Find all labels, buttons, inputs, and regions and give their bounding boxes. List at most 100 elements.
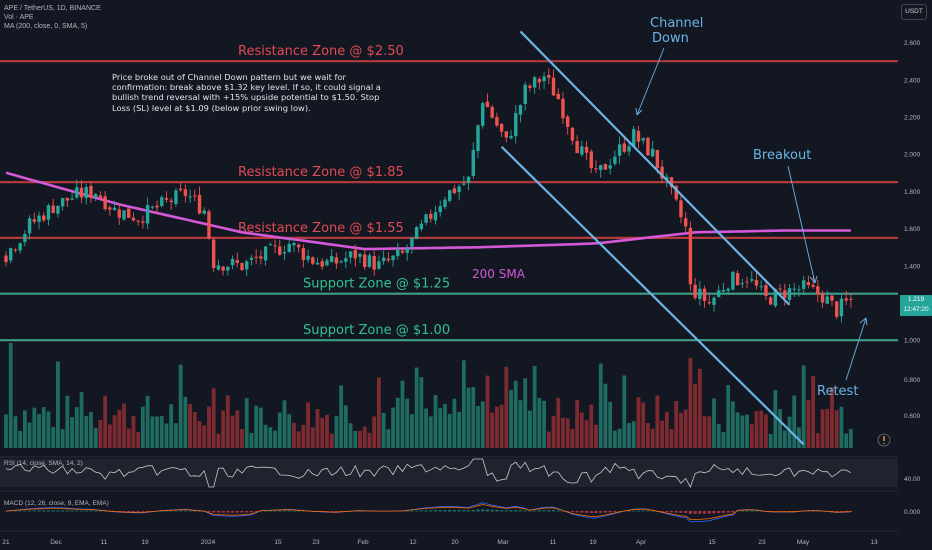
macd-histogram-bar <box>264 510 268 512</box>
candle-body <box>131 217 136 221</box>
macd-histogram-bar <box>136 511 140 512</box>
retest-label: Retest <box>817 384 858 399</box>
volume-bar <box>697 368 702 448</box>
candle-body <box>32 219 37 222</box>
macd-histogram-bar <box>268 510 272 512</box>
macd-histogram-bar <box>169 510 173 512</box>
macd-histogram-bar <box>684 511 688 513</box>
candle-body <box>740 283 745 285</box>
macd-histogram-bar <box>301 510 305 512</box>
candle-body <box>108 207 112 210</box>
last-price: 1.219 <box>907 296 925 303</box>
volume-bar <box>230 415 235 448</box>
macd-histogram-bar <box>297 510 301 512</box>
candle-body <box>608 165 612 169</box>
macd-histogram-bar <box>287 510 291 512</box>
volume-bar <box>419 377 424 448</box>
macd-histogram-bar <box>594 511 598 513</box>
x-tick-label: 21 <box>2 539 10 546</box>
volume-bar <box>782 430 787 448</box>
breakout-arrow <box>787 165 816 284</box>
volume-bar <box>844 433 849 448</box>
volume-bar <box>122 403 126 448</box>
retest-arrowhead <box>859 317 868 326</box>
volume-bar <box>8 343 13 448</box>
volume-bar <box>93 427 98 448</box>
volume-bar <box>674 400 679 448</box>
candle-body <box>160 197 164 206</box>
candle-body <box>141 221 145 223</box>
volume-bar <box>249 433 254 448</box>
volume-bar <box>820 409 825 448</box>
candle-body <box>514 113 518 137</box>
macd-histogram-bar <box>462 510 466 512</box>
volume-bar <box>797 427 801 448</box>
analysis-note: Price broke out of Channel Down pattern … <box>112 72 381 113</box>
macd-histogram-bar <box>636 510 641 512</box>
volume-bar <box>787 416 792 448</box>
volume-bar <box>537 397 542 448</box>
rsi-label: RSI (14, close, SMA, 14, 2) <box>4 460 83 467</box>
candle-body <box>287 243 291 252</box>
retest-arrow <box>845 317 867 381</box>
macd-histogram-bar <box>193 510 197 512</box>
candle-body <box>792 288 796 290</box>
volume-indicator-label: Vol · APE <box>4 14 34 21</box>
volume-bar <box>315 409 320 448</box>
volume-bar <box>523 378 528 448</box>
volume-bar <box>216 433 221 448</box>
currency-button[interactable]: USDT <box>901 4 927 20</box>
volume-bar <box>830 387 834 448</box>
candle-body <box>712 297 716 305</box>
macd-histogram-bar <box>547 510 551 512</box>
candle-body <box>240 263 244 271</box>
volume-bars <box>4 343 853 448</box>
volume-bar <box>716 424 721 448</box>
volume-bar <box>584 420 589 448</box>
candle-body <box>669 177 674 188</box>
volume-bar <box>131 415 136 448</box>
macd-histogram-bar <box>570 511 574 513</box>
macd-histogram-bar <box>618 511 622 512</box>
volume-bar <box>376 377 381 448</box>
volume-bar <box>655 395 660 448</box>
candle-body <box>575 141 579 154</box>
candle-body <box>292 242 296 246</box>
macd-histogram-bar <box>75 510 79 512</box>
sma-label: 200 SMA <box>472 267 526 281</box>
rsi-tick-label: 40.00 <box>904 476 921 483</box>
macd-histogram-bar <box>466 510 471 512</box>
macd-histogram-bar <box>632 510 636 512</box>
volume-bar <box>306 402 310 448</box>
macd-histogram-bar <box>551 510 556 512</box>
macd-histogram-bar <box>485 509 490 512</box>
candle-body <box>825 296 829 304</box>
macd-histogram-bar <box>844 511 848 512</box>
candle-body <box>221 266 225 271</box>
candle-body <box>13 249 18 251</box>
macd-histogram-bar <box>589 511 593 513</box>
macd-histogram-bar <box>235 511 239 513</box>
x-tick-label: May <box>797 539 810 546</box>
volume-bar <box>386 429 391 448</box>
volume-bar <box>240 428 244 448</box>
volume-bar <box>745 414 749 448</box>
candle-body <box>334 257 339 264</box>
candle-body <box>254 256 258 258</box>
macd-histogram-bar <box>773 511 777 512</box>
candle-body <box>835 301 839 317</box>
volume-bar <box>207 406 211 448</box>
candle-body <box>9 248 13 261</box>
volume-bar <box>188 404 192 448</box>
last-price-badge: 1.219 12:47:20 <box>900 295 932 316</box>
macd-histogram-bar <box>839 511 844 512</box>
macd-histogram-bar <box>84 510 88 512</box>
candle-body <box>532 77 537 88</box>
macd-histogram-bar <box>740 510 744 512</box>
macd-histogram-bar <box>13 510 18 512</box>
volume-bar <box>764 414 768 448</box>
candle-body <box>754 280 759 286</box>
macd-histogram-bar <box>754 510 759 512</box>
macd-histogram-bar <box>65 510 69 512</box>
